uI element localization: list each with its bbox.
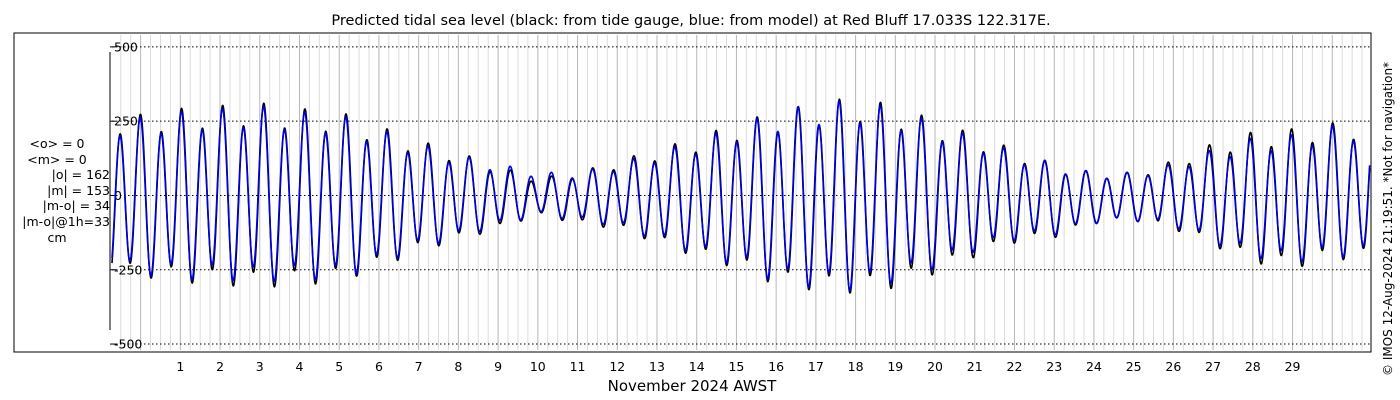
x-tick-label: 1: [176, 359, 184, 374]
x-tick-label: 11: [570, 359, 586, 374]
x-tick-label: 26: [1165, 359, 1181, 374]
x-tick-label: 6: [375, 359, 383, 374]
y-tick-label: -250: [114, 262, 142, 277]
x-tick-label: 24: [1086, 359, 1102, 374]
stat-abs-model: |m| = 153: [47, 182, 110, 198]
stat-abs-diff-1h: |m-o|@1h=33: [22, 213, 110, 229]
x-tick-label: 12: [609, 359, 625, 374]
series-model: [111, 100, 1371, 292]
x-axis-ticks: 1 2 3 4 5 6 7 8 9 10 11 12 13 14 15 16 17 18 19 20 21 22 23 24 2…: [176, 359, 1300, 374]
x-tick-label: 10: [530, 359, 546, 374]
x-tick-label: 8: [454, 359, 462, 374]
stats-panel: <o> = 0 <m> = 0 |o| = 162 |m| = 153 |m-o…: [0, 136, 114, 245]
x-tick-label: 3: [256, 359, 264, 374]
x-tick-label: 28: [1245, 359, 1261, 374]
y-tick-label: 250: [114, 114, 138, 129]
x-tick-label: 19: [887, 359, 903, 374]
x-tick-label: 5: [335, 359, 343, 374]
x-tick-label: 14: [689, 359, 705, 374]
x-tick-label: 18: [848, 359, 864, 374]
x-tick-label: 16: [768, 359, 784, 374]
y-tick-label: 500: [114, 39, 138, 54]
x-tick-label: 17: [808, 359, 824, 374]
x-tick-label: 21: [967, 359, 983, 374]
x-tick-label: 9: [494, 359, 502, 374]
y-tick-label: 0: [114, 188, 122, 203]
x-tick-label: 2: [216, 359, 224, 374]
stat-abs-observed: |o| = 162: [51, 167, 110, 183]
x-tick-label: 22: [1007, 359, 1023, 374]
x-tick-label: 23: [1046, 359, 1062, 374]
x-tick-label: 27: [1205, 359, 1221, 374]
x-tick-label: 7: [415, 359, 423, 374]
x-tick-label: 4: [296, 359, 304, 374]
series-layer: [111, 98, 1371, 294]
x-tick-label: 15: [728, 359, 744, 374]
stat-unit: cm: [47, 229, 67, 245]
stat-mean-observed: <o> = 0: [29, 136, 85, 151]
y-axis-ticks: 500 250 0 -250 -500: [110, 39, 142, 352]
x-tick-label: 25: [1126, 359, 1142, 374]
x-tick-label: 29: [1285, 359, 1301, 374]
stat-mean-model: <m> = 0: [27, 151, 87, 167]
x-tick-label: 20: [927, 359, 943, 374]
credit-text: © IMOS 12-Aug-2024 21:19:51. *Not for na…: [1381, 62, 1395, 376]
y-tick-label: -500: [114, 337, 142, 352]
chart-title: Predicted tidal sea level (black: from t…: [331, 13, 1050, 29]
x-tick-label: 13: [649, 359, 665, 374]
x-axis-label: November 2024 AWST: [608, 377, 778, 395]
stat-abs-diff: |m-o| = 34: [42, 198, 110, 214]
